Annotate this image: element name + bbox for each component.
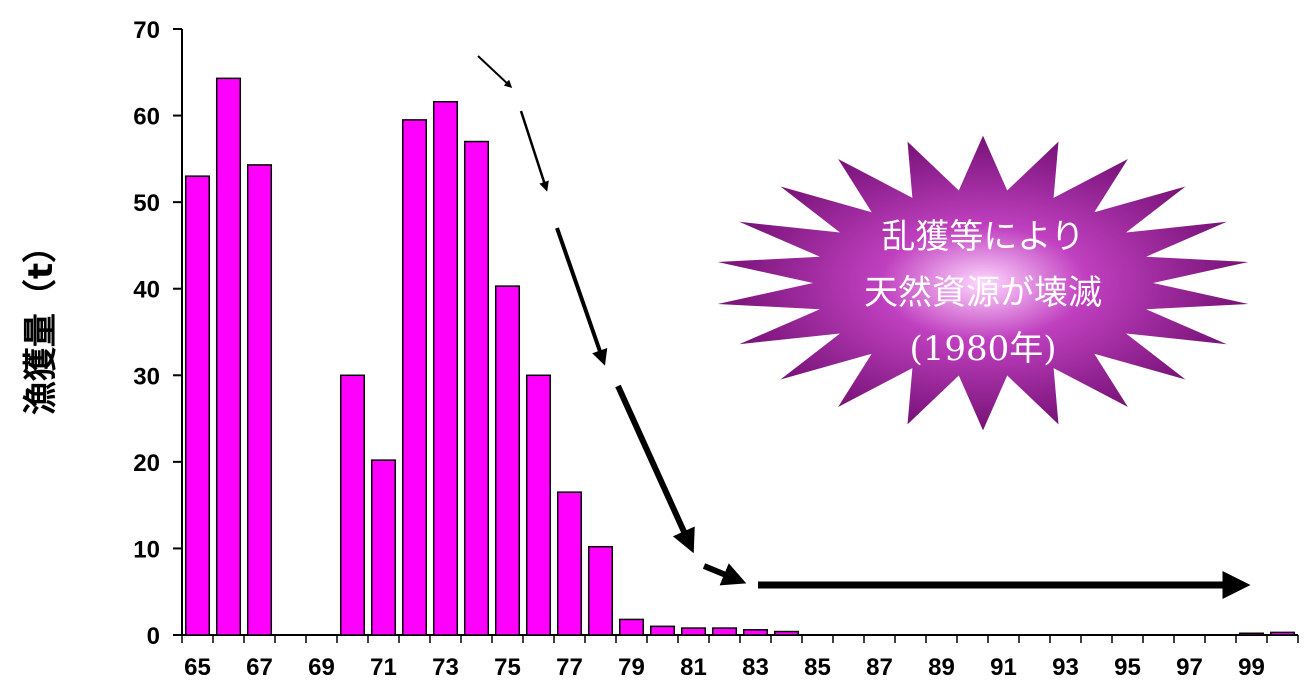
y-tick-label: 0 [147,623,160,650]
bar [587,545,614,636]
bar [680,627,707,636]
bar [339,374,366,636]
x-tick-label: 65 [184,654,211,681]
x-tick-label: 83 [742,654,769,681]
bar [556,491,583,636]
annotation-line-1: 乱獲等により [881,217,1084,257]
x-tick-label: 89 [928,654,955,681]
x-tick-label: 91 [990,654,1017,681]
bar [1269,631,1296,636]
y-axis: 0 10 20 30 40 50 60 70 [133,17,183,650]
x-tick-label: 71 [370,654,397,681]
annotation-line-2: 天然資源が壊滅 [864,273,1102,313]
bars [184,77,1296,636]
bar [649,625,676,636]
arrow-2 [519,110,549,192]
bar [494,285,521,636]
x-tick-label: 97 [1176,654,1203,681]
y-tick-label: 60 [133,104,160,131]
bar [401,119,428,636]
bar [246,164,273,636]
x-tick-label: 85 [804,654,831,681]
decline-arrows [477,55,1251,599]
x-tick-label: 77 [556,654,583,681]
bar [184,175,211,636]
annotation-burst: 乱獲等により 天然資源が壊滅 (1980年) [717,135,1249,431]
x-tick-label: 69 [308,654,335,681]
y-tick-label: 40 [133,277,160,304]
y-tick-label: 20 [133,450,160,477]
bar [432,100,459,636]
x-tick-label: 73 [432,654,459,681]
y-tick-label: 50 [133,190,160,217]
bar [618,618,645,636]
bar [773,630,800,636]
x-axis: 65 67 69 71 73 75 77 79 81 83 85 87 89 91 93 95 97 99 [181,634,1299,681]
bar [525,374,552,636]
x-tick-label: 75 [494,654,521,681]
x-tick-label: 79 [618,654,645,681]
bar [742,629,769,636]
x-tick-label: 93 [1052,654,1079,681]
bar [215,77,242,636]
arrow-4 [615,384,695,554]
arrow-1 [477,55,513,89]
y-tick-label: 70 [133,17,160,44]
annotation-line-3: (1980年) [909,329,1056,369]
x-tick-label: 81 [680,654,707,681]
y-axis-label: 漁獲量（t） [21,229,61,415]
bar [370,459,397,636]
bar [463,140,490,636]
x-tick-label: 95 [1114,654,1141,681]
arrow-3 [555,227,608,366]
x-tick-label: 99 [1238,654,1265,681]
starburst-shape [717,135,1249,431]
bar [1238,632,1265,636]
bar [711,627,738,636]
y-tick-label: 10 [133,536,160,563]
x-tick-label: 87 [866,654,893,681]
y-tick-label: 30 [133,363,160,390]
x-tick-label: 67 [246,654,273,681]
arrow-5 [702,563,747,586]
